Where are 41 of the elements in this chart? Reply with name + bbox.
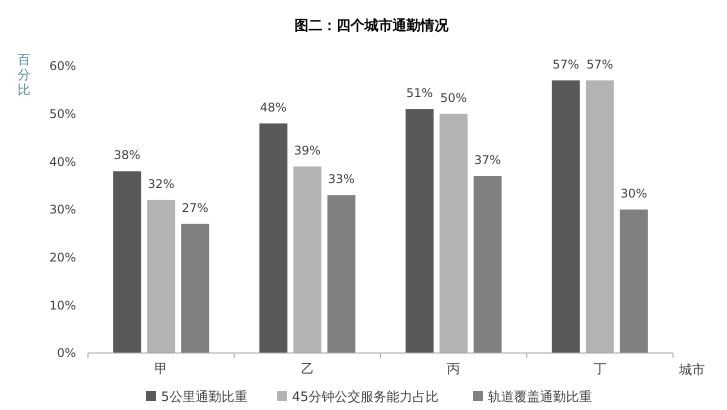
data-label: 33%	[328, 172, 355, 186]
bar	[293, 166, 322, 353]
bar	[113, 171, 142, 353]
legend-label: 轨道覆盖通勤比重	[488, 389, 592, 405]
data-label: 30%	[620, 186, 648, 200]
bar	[440, 114, 468, 353]
y-axis-title: 百分比	[18, 53, 30, 98]
y-tick-label: 20%	[49, 250, 76, 265]
y-tick-label: 0%	[56, 346, 76, 360]
x-tick-label: 丙	[447, 362, 460, 377]
legend-label: 5公里通勤比重	[161, 390, 248, 405]
x-tick-label: 甲	[154, 362, 168, 377]
data-label: 37%	[474, 153, 501, 168]
data-label: 51%	[406, 86, 433, 100]
x-axis-title: 城市	[678, 363, 705, 378]
legend-label: 45分钟公交服务能力占比	[292, 389, 439, 405]
data-label: 57%	[552, 57, 580, 72]
y-tick-label: 60%	[49, 59, 76, 74]
data-label: 57%	[586, 57, 614, 72]
bar	[147, 200, 176, 353]
data-label: 50%	[440, 90, 467, 105]
y-tick-label: 30%	[49, 202, 76, 217]
bar	[474, 176, 502, 353]
bar	[620, 210, 648, 353]
bar	[327, 195, 356, 353]
bar	[586, 80, 614, 353]
bar	[406, 109, 434, 353]
bar	[552, 80, 580, 353]
data-label: 32%	[148, 176, 174, 191]
y-tick-label: 40%	[49, 154, 76, 169]
bar	[181, 224, 210, 353]
y-tick-label: 50%	[49, 107, 76, 122]
x-tick-label: 乙	[300, 362, 314, 377]
data-label: 27%	[182, 200, 208, 215]
data-label: 48%	[260, 100, 287, 114]
bar	[259, 123, 288, 353]
data-label: 38%	[114, 148, 140, 162]
y-tick-label: 10%	[49, 298, 76, 312]
x-tick-label: 丁	[593, 362, 606, 377]
data-label: 39%	[294, 143, 321, 158]
chart-title: 图二：四个城市通勤情况	[294, 17, 450, 34]
